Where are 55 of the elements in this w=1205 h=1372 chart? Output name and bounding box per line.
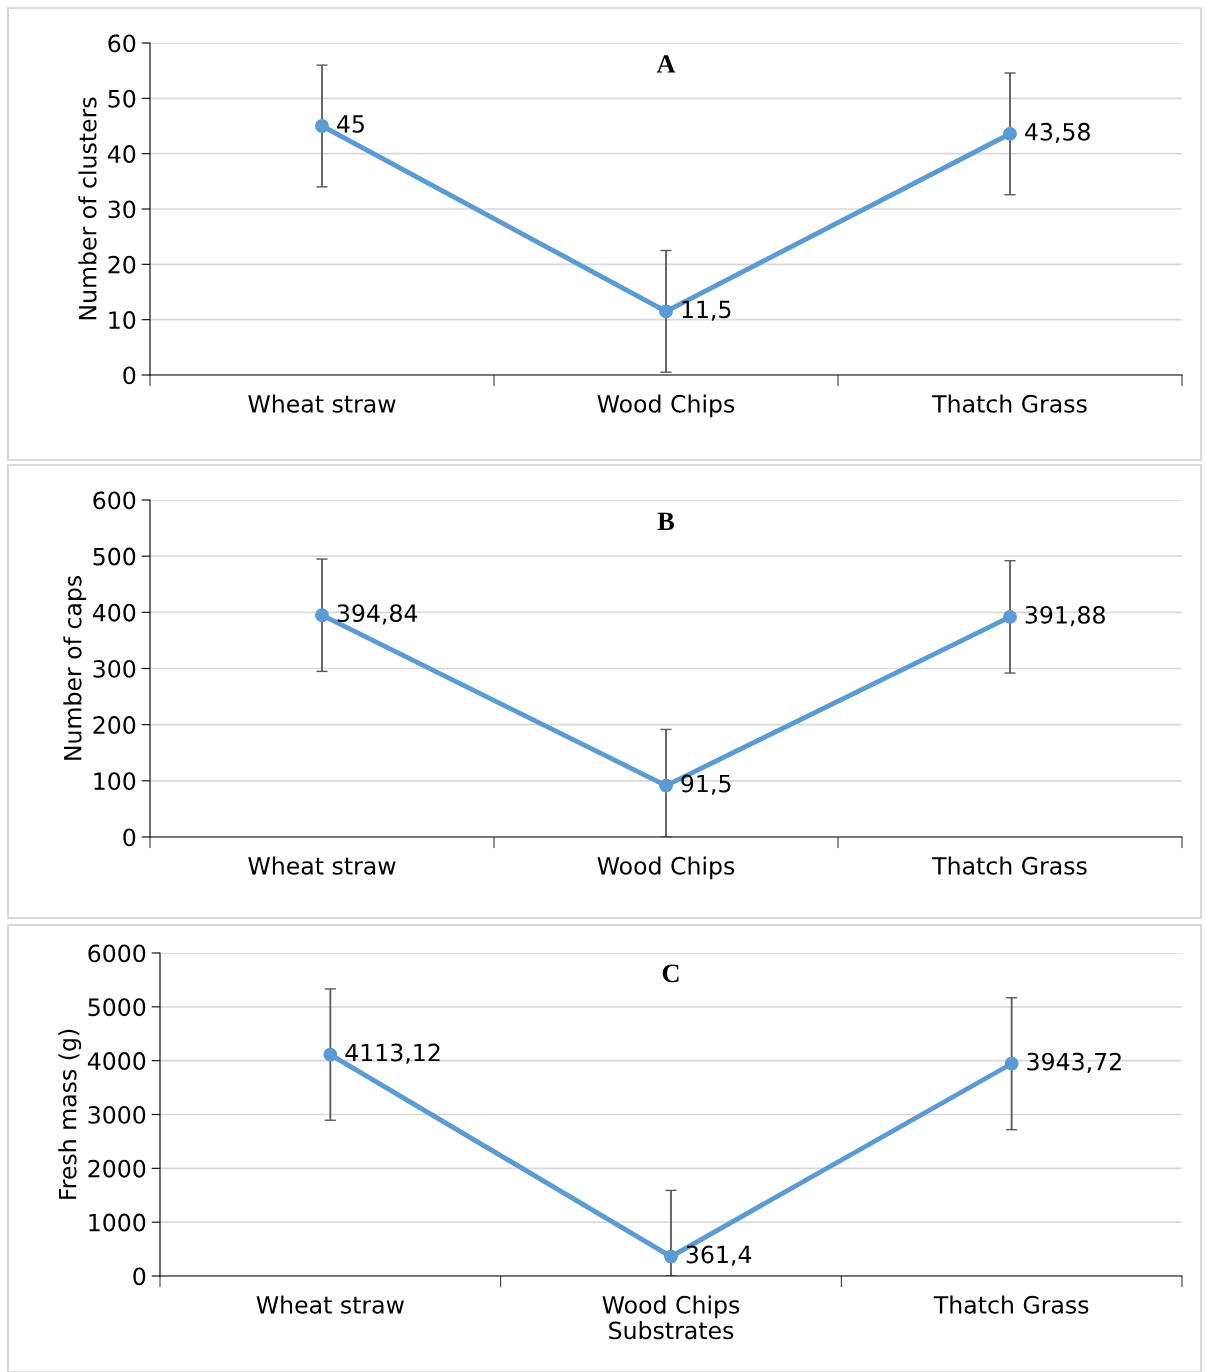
y-axis-title: Number of caps: [63, 575, 87, 760]
y-tick-label: 1000: [89, 1213, 146, 1232]
x-tick-label: Wood Chips: [597, 394, 735, 418]
point: [1003, 609, 1017, 624]
y-tick-label: 600: [93, 491, 136, 510]
y-axis-title: Fresh mass (g): [58, 1029, 82, 1199]
data-label: 391,88: [1025, 605, 1105, 627]
x-tick-label: Thatch Grass: [932, 394, 1087, 413]
y-tick-label: 2000: [88, 1159, 146, 1178]
point: [1003, 126, 1017, 141]
data-label: 361,4: [686, 1245, 752, 1266]
y-tick-label: 60: [108, 34, 136, 53]
y-tick-label: 0: [123, 366, 136, 385]
x-axis-title: Substrates: [609, 1321, 734, 1340]
data-label: 43,58: [1025, 122, 1090, 144]
point: [1004, 1056, 1019, 1071]
data-label: 394,84: [337, 604, 418, 625]
y-tick-label: 3000: [88, 1105, 146, 1124]
x-tick-label: Thatch Grass: [933, 1295, 1089, 1314]
data-label: 3943,72: [1027, 1052, 1121, 1073]
data-label: 45: [337, 115, 364, 133]
data-label: 4113,12: [345, 1043, 440, 1064]
data-label: 91,5: [681, 774, 731, 795]
chart-title: B: [657, 512, 675, 531]
x-tick-label: Wheat straw: [256, 1295, 404, 1314]
y-tick-label: 30: [108, 200, 136, 219]
y-tick-label: 4000: [87, 1052, 146, 1070]
y-tick-label: 40: [107, 145, 136, 163]
x-tick-label: Thatch Grass: [932, 856, 1087, 875]
y-tick-label: 5000: [88, 998, 146, 1017]
y-tick-label: 0: [123, 828, 136, 847]
x-tick-label: Wood Chips: [597, 856, 735, 880]
point: [659, 778, 673, 793]
y-tick-label: 0: [133, 1267, 146, 1286]
x-tick-label: Wheat straw: [248, 856, 396, 875]
x-tick-label: Wood Chips: [602, 1295, 740, 1319]
y-tick-label: 20: [108, 255, 136, 274]
y-tick-label: 300: [93, 659, 136, 678]
y-tick-label: 400: [92, 603, 136, 622]
y-tick-label: 100: [94, 772, 136, 791]
data-label: 11,5: [682, 300, 731, 321]
y-tick-label: 50: [108, 89, 136, 108]
point: [315, 119, 329, 133]
chart-title: A: [656, 55, 676, 73]
y-tick-label: 500: [93, 547, 136, 566]
y-tick-label: 6000: [88, 944, 146, 963]
y-axis-title: Number of clusters: [78, 97, 97, 320]
x-tick-label: Wheat straw: [248, 394, 396, 413]
point: [659, 304, 673, 319]
point: [315, 608, 329, 623]
y-tick-label: 200: [93, 716, 136, 734]
chart-title: C: [662, 964, 679, 983]
point: [323, 1047, 338, 1062]
y-tick-label: 10: [109, 311, 136, 329]
point: [664, 1249, 678, 1264]
